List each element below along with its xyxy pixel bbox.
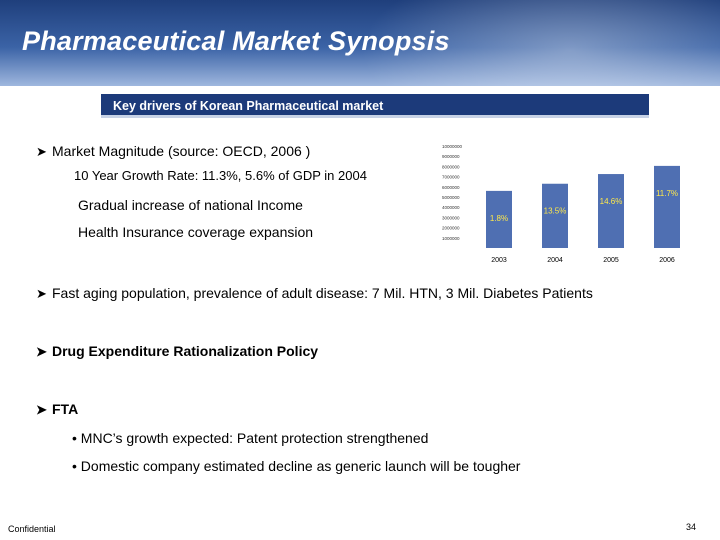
y-tick-label: 5000000 [442,195,460,200]
x-tick-label: 2006 [659,257,675,264]
data-label-2005: 14.6% [600,197,623,206]
y-tick-label: 4000000 [442,205,460,210]
header-band: Pharmaceutical Market Synopsis [0,0,720,86]
arrow-bullet-icon: ➤ [36,344,47,359]
x-tick-label: 2005 [603,257,619,264]
arrow-bullet-icon: ➤ [36,144,47,159]
y-tick-label: 8000000 [442,164,460,169]
x-tick-label: 2003 [491,257,507,264]
data-label-2004: 13.5% [544,207,567,216]
y-tick-label: 7000000 [442,175,460,180]
growth-rate-text: 10 Year Growth Rate: 11.3%, 5.6% of GDP … [74,168,367,183]
bullet-market-magnitude: ➤ Market Magnitude (source: OECD, 2006 ) [36,143,310,160]
bar-2006 [654,165,680,248]
arrow-bullet-icon: ➤ [36,402,47,417]
bar-2004 [542,183,568,248]
fta-item-domestic: • Domestic company estimated decline as … [72,458,521,474]
data-label-2006: 11.7% [656,189,678,198]
bullet-drug-policy: ➤ Drug Expenditure Rationalization Policy [36,343,318,360]
bar-2005 [598,174,624,248]
drug-policy-text: Drug Expenditure Rationalization Policy [52,343,319,359]
fta-text: FTA [52,401,79,417]
aging-text: Fast aging population, prevalence of adu… [52,285,593,301]
y-tick-label: 6000000 [442,185,460,190]
y-tick-label: 1000000 [442,236,460,241]
data-label-2003: 1.8% [490,214,508,223]
fta-item-mnc: • MNC’s growth expected: Patent protecti… [72,430,429,446]
insurance-text: Health Insurance coverage expansion [78,224,314,240]
arrow-bullet-icon: ➤ [36,286,47,301]
y-tick-label: 3000000 [442,215,460,220]
page-title: Pharmaceutical Market Synopsis [22,26,450,56]
bullet-fta: ➤ FTA [36,401,78,418]
section-banner: Key drivers of Korean Pharmaceutical mar… [101,94,649,118]
confidential-label: Confidential [8,524,56,534]
x-tick-label: 2004 [547,257,563,264]
income-text: Gradual increase of national Income [78,197,303,213]
y-tick-label: 9000000 [442,154,460,159]
bar-2003 [486,190,512,248]
y-tick-label: 10000000 [442,144,463,149]
market-magnitude-text: Market Magnitude (source: OECD, 2006 ) [52,143,311,159]
bullet-aging: ➤ Fast aging population, prevalence of ad… [36,285,593,302]
header-glow [360,0,720,86]
page-number: 34 [686,522,697,532]
y-tick-label: 2000000 [442,226,460,231]
market-size-bar-chart: 1000000 2000000 3000000 4000000 5000000 60000… [442,144,680,264]
